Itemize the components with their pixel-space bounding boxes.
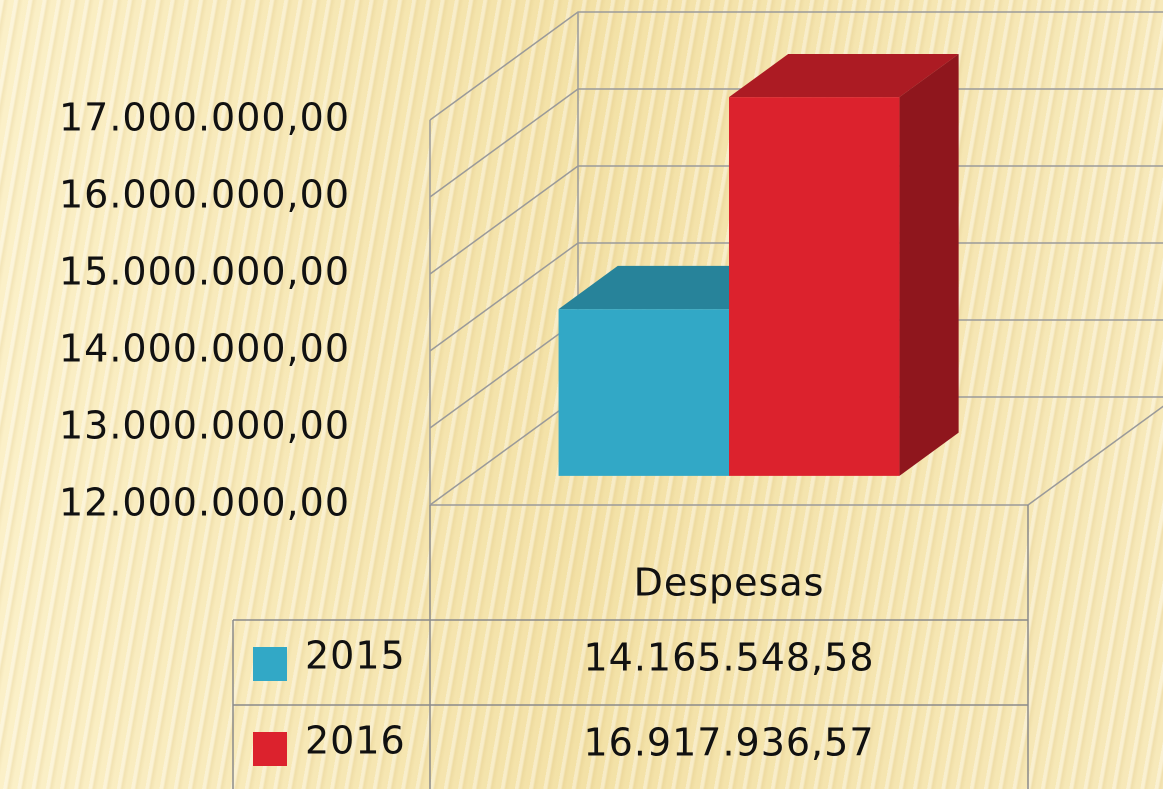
y-tick-label: 17.000.000,00 [59, 96, 350, 140]
legend-label: 2015 [305, 634, 406, 678]
category-label: Despesas [634, 561, 825, 605]
grid-line [429, 165, 1163, 275]
bar-3d [729, 53, 959, 476]
legend-swatch [253, 647, 287, 681]
bar [729, 97, 900, 476]
y-tick-label: 13.000.000,00 [59, 404, 350, 448]
y-tick-label: 15.000.000,00 [59, 250, 350, 294]
grid-line [429, 88, 1163, 198]
legend-swatch [253, 732, 287, 766]
y-tick-label: 12.000.000,00 [59, 481, 350, 525]
floor-edge [1027, 405, 1163, 506]
bar-side [899, 53, 959, 476]
value-label: 16.917.936,57 [583, 721, 874, 765]
value-label: 14.165.548,58 [583, 636, 874, 680]
y-tick-label: 14.000.000,00 [59, 327, 350, 371]
grid-line [429, 11, 1163, 121]
bar [558, 309, 729, 476]
grid-line [429, 242, 1163, 352]
y-tick-label: 16.000.000,00 [59, 173, 350, 217]
legend-label: 2016 [305, 719, 406, 763]
bar-top [729, 53, 959, 98]
